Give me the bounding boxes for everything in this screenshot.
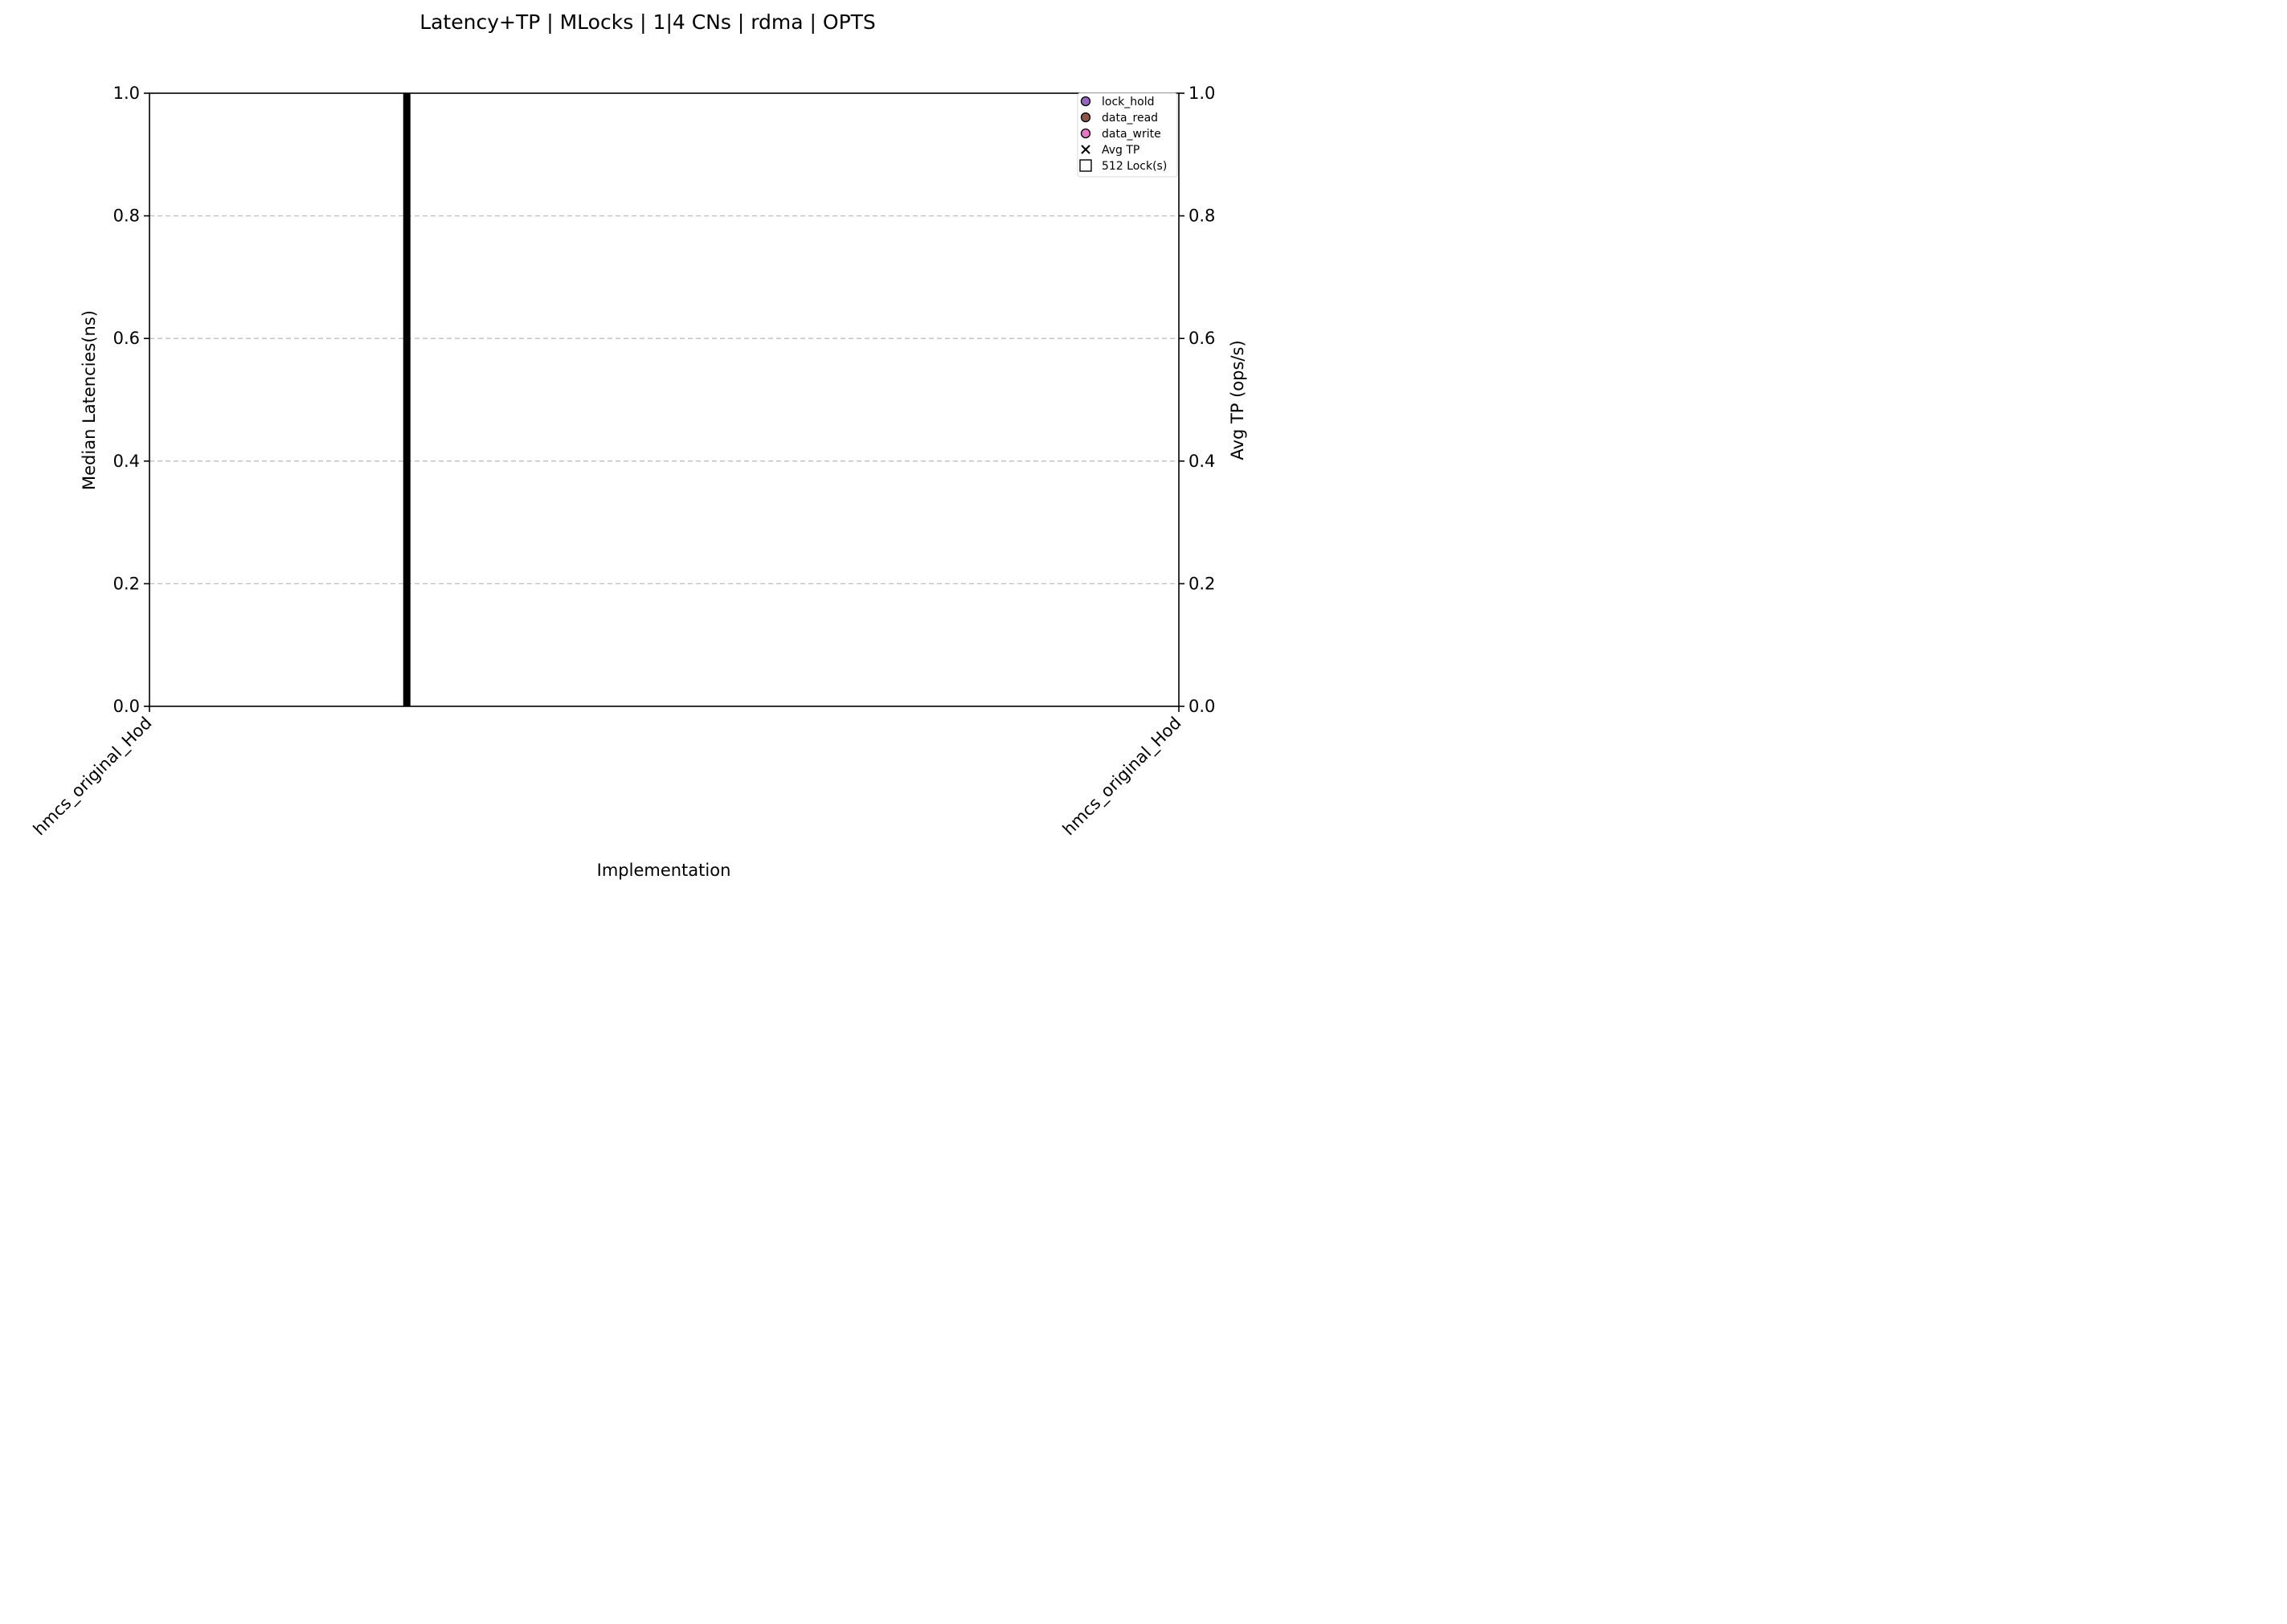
y-tick-label-1: 0.2 [113, 574, 140, 593]
x-tick-label-0: hmcs_original_Hod [30, 714, 156, 840]
y-axis-right: 0.0 0.2 0.4 0.6 0.8 1.0 [1179, 84, 1215, 716]
y-tick-label-3: 0.6 [113, 329, 140, 348]
legend-label-0: lock_hold [1102, 96, 1154, 108]
legend: lock_hold data_read data_write Avg TP 512 Lo… [1077, 92, 1178, 178]
y2-tick-label-4: 0.8 [1189, 207, 1215, 226]
y2-axis-title: Avg TP (ops/s) [1228, 340, 1247, 460]
x-axis: hmcs_original_Hod hmcs_original_Hod [30, 706, 1185, 840]
legend-marker-4 [1079, 159, 1092, 172]
y-tick-label-4: 0.8 [113, 207, 140, 226]
y-tick-label-0: 0.0 [113, 697, 140, 716]
y2-tick-label-1: 0.2 [1189, 574, 1215, 593]
legend-marker-2 [1080, 128, 1091, 139]
legend-label-2: data_write [1102, 128, 1161, 141]
y-axis-title: Median Latencies(ns) [80, 310, 99, 490]
legend-label-4: 512 Lock(s) [1102, 160, 1167, 173]
y2-tick-label-2: 0.4 [1189, 452, 1215, 471]
y2-tick-label-5: 1.0 [1189, 84, 1215, 103]
plot-frame [149, 92, 1180, 707]
y2-tick-label-3: 0.6 [1189, 329, 1215, 348]
x-axis-title: Implementation [597, 861, 731, 880]
legend-box [1077, 92, 1178, 178]
y-axis-left: 0.0 0.2 0.4 0.6 0.8 1.0 [113, 84, 149, 716]
legend-label-1: data_read [1102, 112, 1158, 125]
grid [149, 215, 1179, 585]
x-tick-label-1: hmcs_original_Hod [1059, 714, 1185, 840]
legend-marker-0 [1080, 96, 1091, 107]
y2-tick-label-0: 0.0 [1189, 697, 1215, 716]
y-tick-label-5: 1.0 [113, 84, 140, 103]
plot-border [149, 92, 1180, 707]
chart-title: Latency+TP | MLocks | 1|4 CNs | rdma | O… [419, 10, 876, 34]
legend-marker-3 [1081, 145, 1090, 154]
legend-label-3: Avg TP [1102, 144, 1139, 157]
y-tick-label-2: 0.4 [113, 452, 140, 471]
legend-x-stroke-b [1081, 145, 1090, 154]
chart: Latency+TP | MLocks | 1|4 CNs | rdma | O… [30, 10, 1247, 880]
legend-marker-1 [1080, 112, 1091, 123]
